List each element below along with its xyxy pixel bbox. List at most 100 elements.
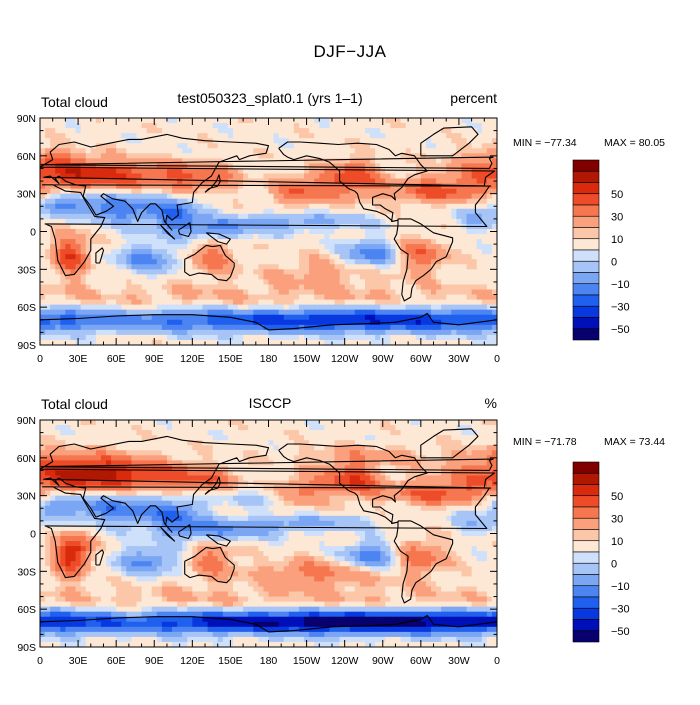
field-cell [50, 325, 56, 331]
field-cell [157, 300, 163, 306]
field-cell [401, 254, 407, 260]
field-cell [446, 284, 452, 290]
field-cell [76, 290, 82, 296]
field-cell [269, 249, 275, 255]
field-cell [406, 325, 412, 331]
field-cell [253, 325, 259, 331]
field-cell [208, 295, 214, 301]
field-cell [131, 184, 137, 190]
field-cell [152, 430, 158, 436]
field-cell [243, 229, 249, 235]
field-cell [380, 450, 386, 456]
field-cell [395, 315, 401, 321]
field-cell [375, 173, 381, 179]
field-cell [421, 330, 427, 336]
field-cell [238, 325, 244, 331]
field-cell [456, 179, 462, 185]
field-cell [284, 335, 290, 341]
field-cell [243, 335, 249, 341]
field-cell [446, 290, 452, 296]
field-cell [324, 290, 330, 296]
field-cell [472, 295, 478, 301]
field-cell [289, 440, 295, 446]
field-cell [324, 153, 330, 159]
field-cell [350, 450, 356, 456]
field-cell [70, 133, 76, 139]
field-cell [121, 239, 127, 245]
field-cell [197, 284, 203, 290]
field-cell [70, 254, 76, 260]
field-cell [395, 173, 401, 179]
field-cell [167, 290, 173, 296]
field-cell [477, 445, 483, 451]
field-cell [40, 234, 46, 240]
field-cell [96, 199, 102, 205]
field-cell [324, 199, 330, 205]
field-cell [202, 214, 208, 220]
field-cell [223, 128, 229, 134]
field-cell [177, 290, 183, 296]
field-cell [299, 274, 305, 280]
field-cell [411, 123, 417, 129]
field-cell [329, 148, 335, 154]
field-cell [223, 320, 229, 326]
field-cell [238, 234, 244, 240]
field-cell [131, 133, 137, 139]
field-cell [248, 274, 254, 280]
field-cell [289, 143, 295, 149]
field-cell [70, 450, 76, 456]
field-cell [136, 330, 142, 336]
field-cell [441, 325, 447, 331]
field-cell [40, 320, 46, 326]
field-cell [421, 254, 427, 260]
field-cell [324, 234, 330, 240]
field-cell [482, 430, 488, 436]
field-cell [421, 325, 427, 331]
field-cell [390, 315, 396, 321]
field-cell [411, 133, 417, 139]
field-cell [309, 143, 315, 149]
field-cell [223, 194, 229, 200]
field-cell [309, 330, 315, 336]
field-cell [299, 244, 305, 250]
field-cell [436, 284, 442, 290]
field-cell [40, 168, 46, 174]
field-cell [411, 420, 417, 426]
field-cell [385, 269, 391, 275]
field-cell [385, 325, 391, 331]
field-cell [289, 194, 295, 200]
field-cell [390, 173, 396, 179]
field-cell [167, 330, 173, 336]
field-cell [360, 264, 366, 270]
field-cell [192, 229, 198, 235]
field-cell [284, 184, 290, 190]
field-cell [345, 264, 351, 270]
field-cell [243, 133, 249, 139]
field-cell [238, 128, 244, 134]
field-cell [436, 295, 442, 301]
field-cell [142, 118, 148, 124]
y-tick-label: 0 [30, 227, 36, 239]
field-cell [76, 310, 82, 316]
field-cell [238, 254, 244, 260]
field-cell [289, 325, 295, 331]
y-tick-label: 30N [17, 189, 36, 201]
field-cell [60, 153, 66, 159]
field-cell [375, 264, 381, 270]
field-cell [269, 229, 275, 235]
field-cell [345, 450, 351, 456]
field-cell [91, 199, 97, 205]
field-cell [365, 229, 371, 235]
field-cell [76, 249, 82, 255]
field-cell [477, 204, 483, 210]
field-cell [243, 269, 249, 275]
field-cell [461, 420, 467, 426]
field-cell [162, 259, 168, 265]
field-cell [157, 315, 163, 321]
field-cell [197, 460, 203, 466]
field-cell [45, 123, 51, 129]
field-cell [451, 194, 457, 200]
field-cell [111, 305, 117, 311]
field-cell [472, 420, 478, 426]
field-cell [299, 259, 305, 265]
